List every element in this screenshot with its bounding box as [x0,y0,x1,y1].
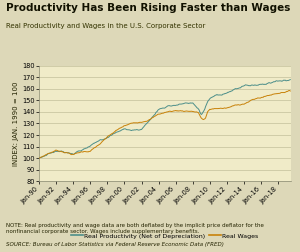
Text: NOTE: Real productivity and wage data are both deflated by the implicit price de: NOTE: Real productivity and wage data ar… [6,223,264,234]
Text: SOURCE: Bureau of Labor Statistics via Federal Reserve Economic Data (FRED): SOURCE: Bureau of Labor Statistics via F… [6,242,224,247]
Y-axis label: INDEX: JAN. 1990 = 100: INDEX: JAN. 1990 = 100 [14,81,20,166]
Text: Productivity Has Been Rising Faster than Wages: Productivity Has Been Rising Faster than… [6,3,290,13]
Text: Real Productivity and Wages in the U.S. Corporate Sector: Real Productivity and Wages in the U.S. … [6,23,206,29]
Legend: Real Productivity (Net of Depreciation), Real Wages: Real Productivity (Net of Depreciation),… [71,233,259,239]
